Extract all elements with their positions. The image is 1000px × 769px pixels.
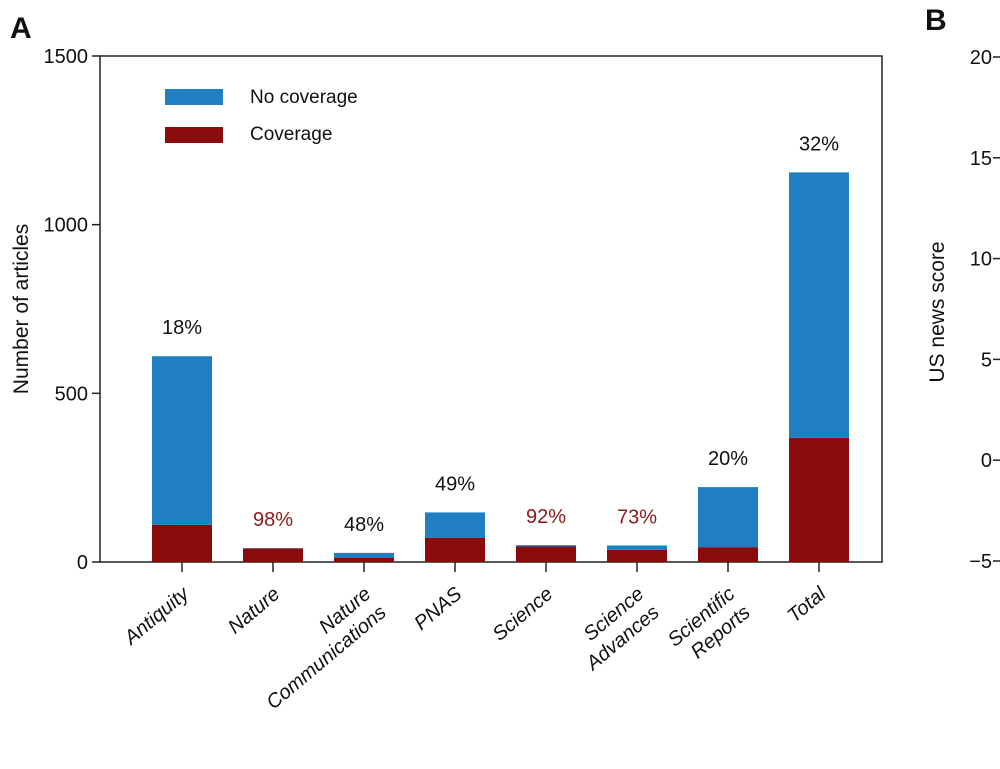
y-tick-label: 1500: [44, 46, 89, 68]
x-category-label: ScientificReports: [664, 583, 755, 670]
bar-no-coverage: [789, 172, 849, 438]
legend-label-no-coverage: No coverage: [250, 87, 358, 108]
y-axis-title-a: Number of articles: [10, 224, 33, 394]
y-tick-label-b: 0: [981, 450, 992, 472]
bar-no-coverage: [334, 552, 394, 558]
x-axis-a: [181, 562, 820, 572]
category-labels-a: Antiquity Nature NatureCommunications PNAS S…: [120, 582, 831, 714]
y-tick-label-b: 15: [970, 148, 992, 170]
legend-swatch-coverage: [165, 127, 223, 143]
bars-a: [152, 172, 849, 562]
y-tick-label-b: 5: [981, 349, 992, 371]
x-category-label: Science: [489, 583, 558, 646]
y-tick-label: 1000: [44, 215, 89, 237]
y-axis-a: 0 500 1000 1500: [44, 46, 100, 574]
percent-labels-a: 18% 98% 48% 49% 92% 73% 20% 32%: [162, 133, 839, 536]
y-tick-label-b: 10: [970, 249, 992, 271]
percent-label: 92%: [526, 506, 566, 528]
bar-coverage: [516, 546, 576, 562]
bar-no-coverage: [152, 356, 212, 525]
bar-no-coverage: [698, 487, 758, 548]
legend-a: No coverage Coverage: [165, 87, 358, 145]
percent-label: 98%: [253, 509, 293, 531]
percent-label: 73%: [617, 506, 657, 528]
percent-label: 48%: [344, 514, 384, 536]
bar-coverage: [334, 557, 394, 562]
x-category-label: Total: [783, 583, 830, 628]
bar-coverage: [789, 437, 849, 562]
panel-b-letter: B: [925, 4, 947, 37]
bar-no-coverage: [607, 545, 667, 550]
bar-coverage: [152, 524, 212, 562]
bar-no-coverage: [516, 545, 576, 547]
y-tick-label: 500: [55, 383, 88, 405]
x-category-label: ScienceAdvances: [566, 583, 664, 675]
panel-a-letter: A: [10, 12, 32, 45]
y-tick-label-b: −5: [969, 551, 992, 573]
percent-label: 49%: [435, 473, 475, 495]
bar-no-coverage: [425, 512, 485, 538]
percent-label: 32%: [799, 133, 839, 155]
percent-label: 20%: [708, 448, 748, 470]
y-axis-title-b: US news score: [926, 241, 949, 382]
legend-label-coverage: Coverage: [250, 124, 332, 145]
bar-coverage: [243, 548, 303, 562]
x-category-label: Antiquity: [120, 582, 194, 649]
percent-label: 18%: [162, 317, 202, 339]
bar-coverage: [698, 547, 758, 562]
y-tick-label-b: 20: [970, 47, 992, 69]
x-category-label: PNAS: [410, 583, 466, 635]
x-category-label: Nature: [224, 583, 284, 638]
plot-frame-a: [99, 55, 883, 563]
legend-swatch-no-coverage: [165, 89, 223, 105]
y-tick-label: 0: [77, 552, 88, 574]
bar-coverage: [425, 537, 485, 562]
bar-coverage: [607, 549, 667, 562]
y-axis-b: 20 15 10 5 0 −5: [969, 47, 1000, 573]
